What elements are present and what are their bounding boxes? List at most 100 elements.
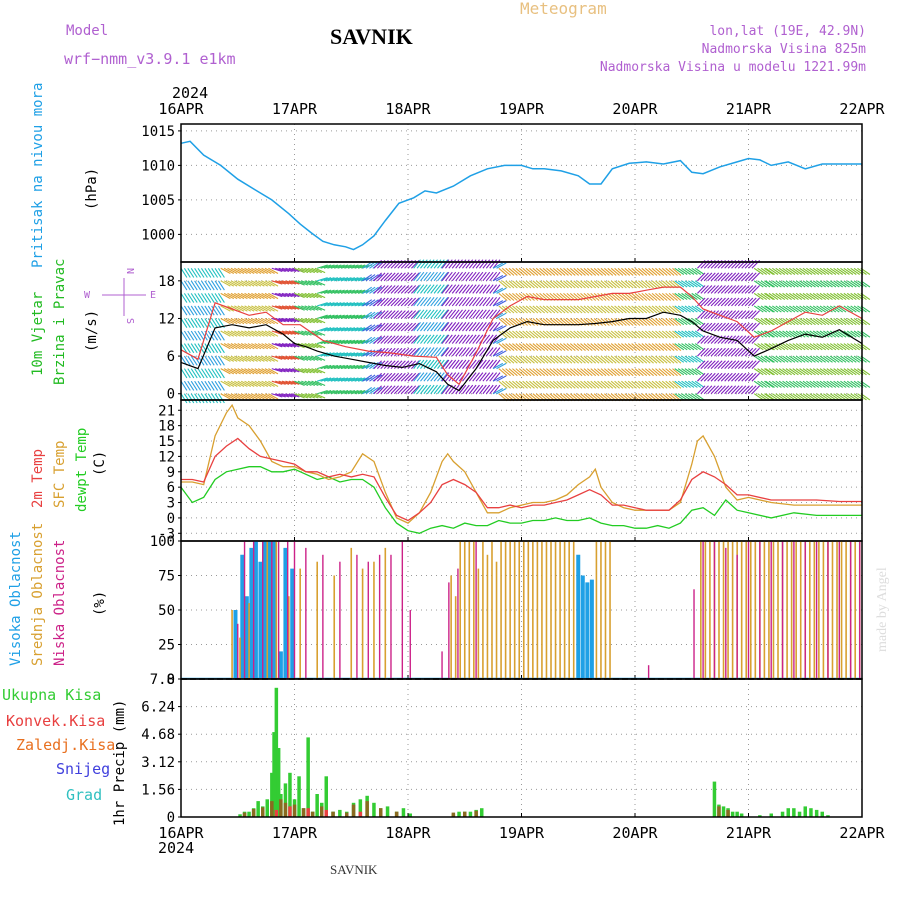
wind-barb [317,277,328,282]
wind-barb [354,377,366,382]
wind-barb [559,343,569,352]
temp-label-3: dewpt Temp [74,428,90,512]
precip-conv-bar [288,806,292,817]
wind-barb [404,335,413,344]
wind-barb [823,393,833,401]
wind-barb [674,343,685,351]
wind-barb [294,380,305,387]
wind-barb [717,297,726,307]
wind-barb [539,355,549,364]
wind-barb [668,267,678,276]
wind-barb [413,259,421,269]
wind-barb [748,360,757,370]
wind-barb [227,393,238,400]
wind-barb [617,318,627,326]
wind-barb [314,343,326,349]
wind-barb [661,368,672,377]
wind-barb [799,393,810,401]
wind-barb [724,272,733,282]
precip-total-bar [797,811,802,817]
wind-barb [734,385,743,395]
wind-barb [320,389,332,395]
wind-barb [681,292,691,301]
wind-barb [393,310,403,319]
wind-barb [512,380,522,389]
wind-barb [556,343,566,352]
wind-barb [204,380,212,391]
wind-barb [448,259,457,269]
wind-barb [301,380,312,387]
wind-barb [200,368,208,379]
wind-barb [768,355,779,363]
wind-barb [194,393,202,404]
wind-barb [288,343,300,348]
wind-barb [757,318,768,326]
wind-barb [413,322,421,332]
wind-barb [823,380,833,388]
wind-barb [819,305,830,313]
wind-barb [843,292,854,301]
wind-barb [806,368,816,376]
wind-barb [217,305,225,316]
wind-barb [549,380,559,389]
elevation: Nadmorska Visina 825m [702,42,867,57]
wind-barb [651,380,661,389]
wind-barb [294,393,305,399]
wind-barb [268,280,279,287]
wind-barb [691,330,702,338]
wind-barb [223,368,235,375]
wind-barb [271,305,283,310]
wind-barb [223,330,235,337]
wind-barb [489,372,498,382]
wind-barb [789,330,799,338]
wind-barb [217,343,225,354]
wind-barb [297,280,309,286]
wind-barb [251,305,262,312]
wind-barb [658,368,668,377]
wind-barb [631,318,641,326]
wind-barb [501,305,511,314]
wind-barb [413,384,421,395]
wind-barb [465,296,474,307]
wind-barb [451,296,460,307]
top-time-label: 21APR [726,100,772,118]
wind-barb [600,380,610,389]
wind-barb [426,359,435,369]
wind-barb [426,309,435,319]
wind-barb [648,318,658,326]
wind-barb [264,368,275,375]
wind-barb [351,302,362,307]
wind-barb [223,380,235,387]
wind-barb [455,372,463,382]
wind-barb [546,305,556,314]
wind-barb [416,284,425,294]
wind-barb [211,330,219,341]
wind-barb [703,360,713,370]
wind-barb [441,284,450,294]
wind-barb [337,352,349,357]
precip-total-bar [283,783,288,817]
wind-barb [737,285,747,294]
wind-barb [268,267,279,274]
wind-barb [764,318,774,326]
lonlat: lon,lat (19E, 42.9N) [709,24,866,39]
wind-barb [227,292,238,300]
wind-barb [566,368,576,377]
wind-barb [566,280,576,289]
wind-barb [334,289,345,294]
wind-barb [257,292,269,300]
wind-barb [826,305,837,313]
wind-barb [455,284,463,294]
wind-barb [529,355,539,364]
wind-barb [522,343,532,352]
wind-barb [479,271,487,282]
wind-barb [556,355,566,364]
wind-barb [301,267,312,274]
wind-barb [638,355,648,364]
precip-total-bar [306,737,310,817]
wind-barb [187,355,195,366]
wind-barb [778,393,789,401]
compass-s: S [124,318,135,324]
wind-barb [285,380,297,385]
wind-barb [552,330,563,339]
